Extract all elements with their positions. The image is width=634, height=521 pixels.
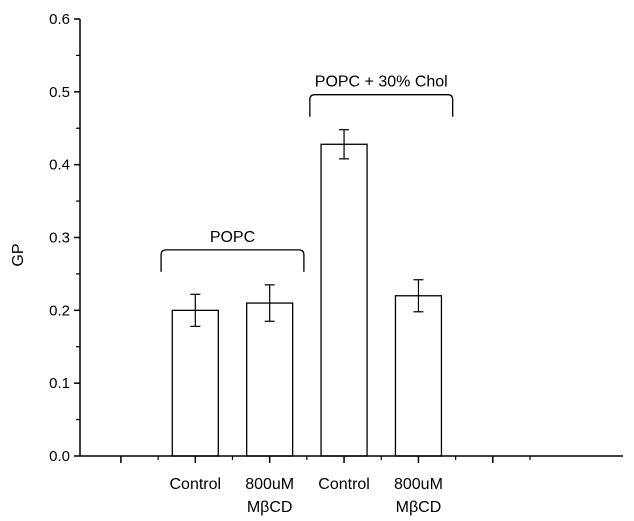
group-label: POPC + 30% Chol: [315, 74, 448, 91]
groups-layer: POPC POPC + 30% Chol: [160, 74, 454, 272]
x-tick-label: 800uM: [394, 476, 443, 493]
y-tick-label: 0.2: [49, 302, 70, 319]
x-tick-label: Control: [318, 476, 370, 493]
x-tick-label: 800uM: [245, 476, 294, 493]
bars-layer: [171, 129, 443, 457]
bar: [246, 302, 294, 457]
bar: [171, 309, 219, 457]
group-bracket: [309, 94, 454, 117]
x-tick-label: Control: [170, 476, 222, 493]
bar: [320, 143, 368, 457]
group-label: POPC: [210, 229, 255, 246]
y-tick-label: 0.0: [49, 448, 70, 465]
ticks-layer: 0.0 0.1 0.2 0.3 0.4 0.5 0.6 Control 800uM MβCD Con…: [49, 11, 531, 516]
x-tick-label-line2: MβCD: [396, 499, 442, 516]
y-tick-label: 0.5: [49, 84, 70, 101]
labels-layer: GP: [10, 243, 27, 266]
x-tick-label-line2: MβCD: [247, 499, 293, 516]
y-tick-label: 0.4: [49, 157, 70, 174]
y-tick-label: 0.1: [49, 375, 70, 392]
y-axis-label: GP: [10, 243, 27, 266]
group-bracket: [160, 249, 305, 272]
y-tick-label: 0.6: [49, 11, 70, 28]
y-tick-label: 0.3: [49, 230, 70, 247]
bar: [394, 295, 443, 457]
